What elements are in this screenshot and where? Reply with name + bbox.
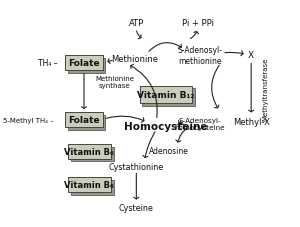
Text: Folate: Folate: [68, 116, 100, 125]
Text: Cysteine: Cysteine: [119, 203, 154, 212]
Text: Vitamin B₆: Vitamin B₆: [64, 180, 114, 190]
FancyBboxPatch shape: [65, 56, 103, 71]
Text: Pi + PPi: Pi + PPi: [182, 19, 214, 28]
FancyBboxPatch shape: [140, 87, 192, 104]
Text: X: X: [248, 51, 254, 60]
Text: Methyl-X: Methyl-X: [233, 118, 270, 127]
Text: Methionine
synthase: Methionine synthase: [95, 75, 134, 88]
Text: Methyltransferase: Methyltransferase: [263, 57, 269, 120]
FancyBboxPatch shape: [68, 59, 106, 73]
Text: TH₄ –: TH₄ –: [38, 59, 58, 68]
FancyBboxPatch shape: [142, 89, 195, 106]
Text: S-Adenosyl-
homocysteine: S-Adenosyl- homocysteine: [174, 117, 225, 130]
Text: Vitamin B₆: Vitamin B₆: [64, 148, 114, 157]
Text: S-Adenosyl-
methionine: S-Adenosyl- methionine: [178, 46, 223, 65]
Text: ATP: ATP: [129, 19, 144, 28]
FancyBboxPatch shape: [68, 145, 111, 159]
FancyBboxPatch shape: [68, 115, 106, 130]
Text: Folate: Folate: [68, 59, 100, 68]
Text: Cystathionine: Cystathionine: [109, 162, 164, 171]
Text: Homocysteine: Homocysteine: [124, 121, 208, 131]
Text: Adenosine: Adenosine: [148, 146, 188, 155]
Text: 5-Methyl TH₄ –: 5-Methyl TH₄ –: [3, 117, 54, 123]
FancyBboxPatch shape: [65, 113, 103, 128]
FancyBboxPatch shape: [68, 178, 111, 192]
Text: Vitamin B₁₂: Vitamin B₁₂: [137, 91, 194, 100]
FancyBboxPatch shape: [70, 180, 113, 195]
Text: Methionine: Methionine: [111, 54, 158, 64]
FancyBboxPatch shape: [70, 147, 113, 162]
